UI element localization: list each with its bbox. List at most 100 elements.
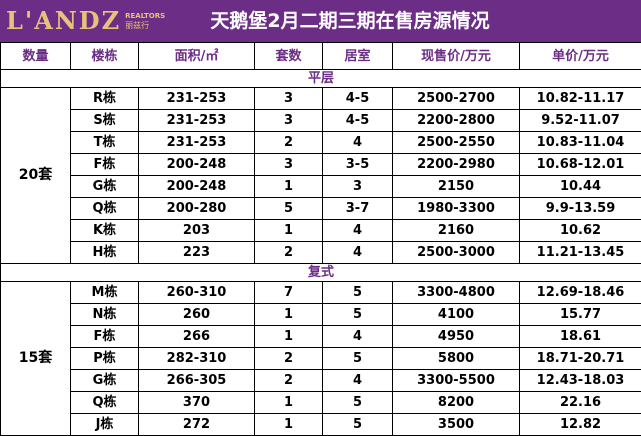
unit-price-cell: 10.68-12.01 [520,154,641,176]
rooms-cell: 3 [323,176,393,198]
price-cell: 2500-2700 [393,88,520,110]
rooms-cell: 5 [323,414,393,436]
unit-price-cell: 10.82-11.17 [520,88,641,110]
units-cell: 2 [255,370,323,392]
unit-price-cell: 10.44 [520,176,641,198]
area-cell: 266 [139,326,255,348]
column-header: 居室 [323,43,393,70]
unit-price-cell: 18.61 [520,326,641,348]
price-cell: 1980-3300 [393,198,520,220]
column-header: 数量 [1,43,71,70]
brand-logo: L'ANDZ REALTORS 丽兹行 [6,6,165,36]
unit-price-cell: 10.62 [520,220,641,242]
units-cell: 1 [255,304,323,326]
unit-price-cell: 18.71-20.71 [520,348,641,370]
building-cell: T栋 [71,132,139,154]
section-header-row: 平层 [1,70,641,88]
price-cell: 2150 [393,176,520,198]
area-cell: 266-305 [139,370,255,392]
price-cell: 5800 [393,348,520,370]
building-cell: G栋 [71,176,139,198]
area-cell: 200-248 [139,154,255,176]
price-cell: 8200 [393,392,520,414]
units-cell: 7 [255,282,323,304]
unit-price-cell: 15.77 [520,304,641,326]
unit-count-cell: 20套 [1,88,71,264]
rooms-cell: 4 [323,326,393,348]
rooms-cell: 3-5 [323,154,393,176]
building-cell: Q栋 [71,392,139,414]
building-cell: G栋 [71,370,139,392]
building-cell: F栋 [71,154,139,176]
rooms-cell: 5 [323,348,393,370]
unit-price-cell: 12.69-18.46 [520,282,641,304]
column-header: 现售价/万元 [393,43,520,70]
unit-price-cell: 11.21-13.45 [520,242,641,264]
price-cell: 3300-5500 [393,370,520,392]
price-cell: 2200-2980 [393,154,520,176]
column-header: 单价/万元 [520,43,641,70]
area-cell: 231-253 [139,110,255,132]
rooms-cell: 4 [323,242,393,264]
units-cell: 1 [255,326,323,348]
price-cell: 4100 [393,304,520,326]
unit-price-cell: 10.83-11.04 [520,132,641,154]
units-cell: 2 [255,348,323,370]
building-cell: S栋 [71,110,139,132]
logo-realtors: REALTORS [125,11,165,21]
unit-price-cell: 12.82 [520,414,641,436]
area-cell: 260 [139,304,255,326]
rooms-cell: 5 [323,304,393,326]
area-cell: 282-310 [139,348,255,370]
units-cell: 3 [255,154,323,176]
column-header: 楼栋 [71,43,139,70]
units-cell: 3 [255,110,323,132]
building-cell: Q栋 [71,198,139,220]
unit-price-cell: 9.9-13.59 [520,198,641,220]
rooms-cell: 4 [323,370,393,392]
unit-price-cell: 22.16 [520,392,641,414]
units-cell: 1 [255,220,323,242]
building-cell: K栋 [71,220,139,242]
header-banner: L'ANDZ REALTORS 丽兹行 天鹅堡2月二期三期在售房源情况 [0,0,641,43]
unit-price-cell: 9.52-11.07 [520,110,641,132]
section-header-row: 复式 [1,264,641,282]
rooms-cell: 5 [323,282,393,304]
logo-wordmark: L'ANDZ [6,6,121,36]
price-cell: 4950 [393,326,520,348]
building-cell: M栋 [71,282,139,304]
units-cell: 2 [255,132,323,154]
units-cell: 1 [255,414,323,436]
units-cell: 5 [255,198,323,220]
price-cell: 2500-2550 [393,132,520,154]
building-cell: P栋 [71,348,139,370]
area-cell: 260-310 [139,282,255,304]
column-header: 面积/㎡ [139,43,255,70]
section-label: 复式 [1,264,641,282]
price-cell: 3300-4800 [393,282,520,304]
logo-chinese-name: 丽兹行 [125,21,165,31]
section-label: 平层 [1,70,641,88]
price-cell: 2200-2800 [393,110,520,132]
price-cell: 3500 [393,414,520,436]
area-cell: 200-248 [139,176,255,198]
units-cell: 2 [255,242,323,264]
building-cell: H栋 [71,242,139,264]
column-header: 套数 [255,43,323,70]
